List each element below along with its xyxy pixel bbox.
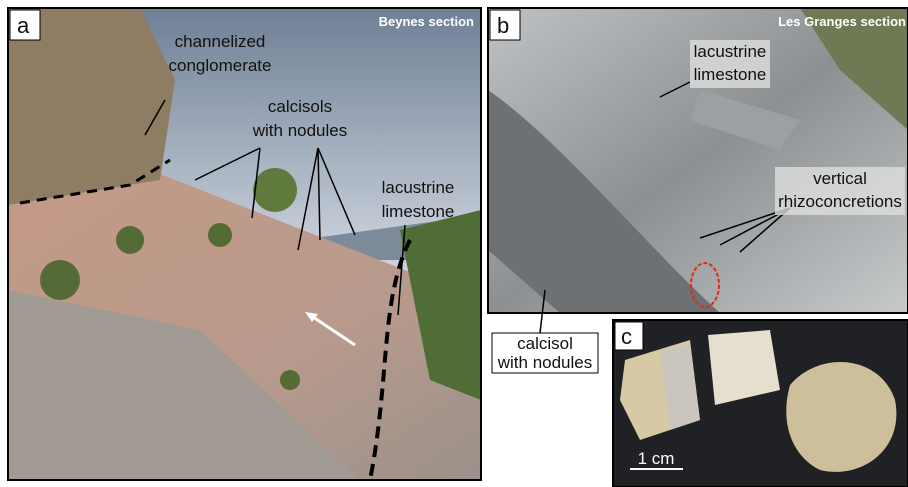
annotation: calcisols — [268, 97, 332, 116]
scale-bar-label: 1 cm — [638, 449, 675, 468]
annotation: limestone — [694, 65, 767, 84]
annotation: with nodules — [252, 121, 348, 140]
annotation: calcisol — [517, 334, 573, 353]
photo-a — [8, 8, 481, 480]
annotation: lacustrine — [382, 178, 455, 197]
figure: a Beynes section channelized conglomerat… — [0, 0, 908, 487]
section-name: Les Granges section — [778, 14, 906, 29]
annotation: vertical — [813, 169, 867, 188]
annotation: lacustrine — [694, 42, 767, 61]
panel-letter: c — [621, 324, 632, 349]
annotation: with nodules — [497, 353, 593, 372]
panel-letter: a — [17, 13, 30, 38]
panel-letter: b — [497, 13, 509, 38]
annotation: limestone — [382, 202, 455, 221]
annotation: channelized — [175, 32, 266, 51]
annotation: conglomerate — [168, 56, 271, 75]
section-name: Beynes section — [379, 14, 474, 29]
annotation: rhizoconcretions — [778, 192, 902, 211]
